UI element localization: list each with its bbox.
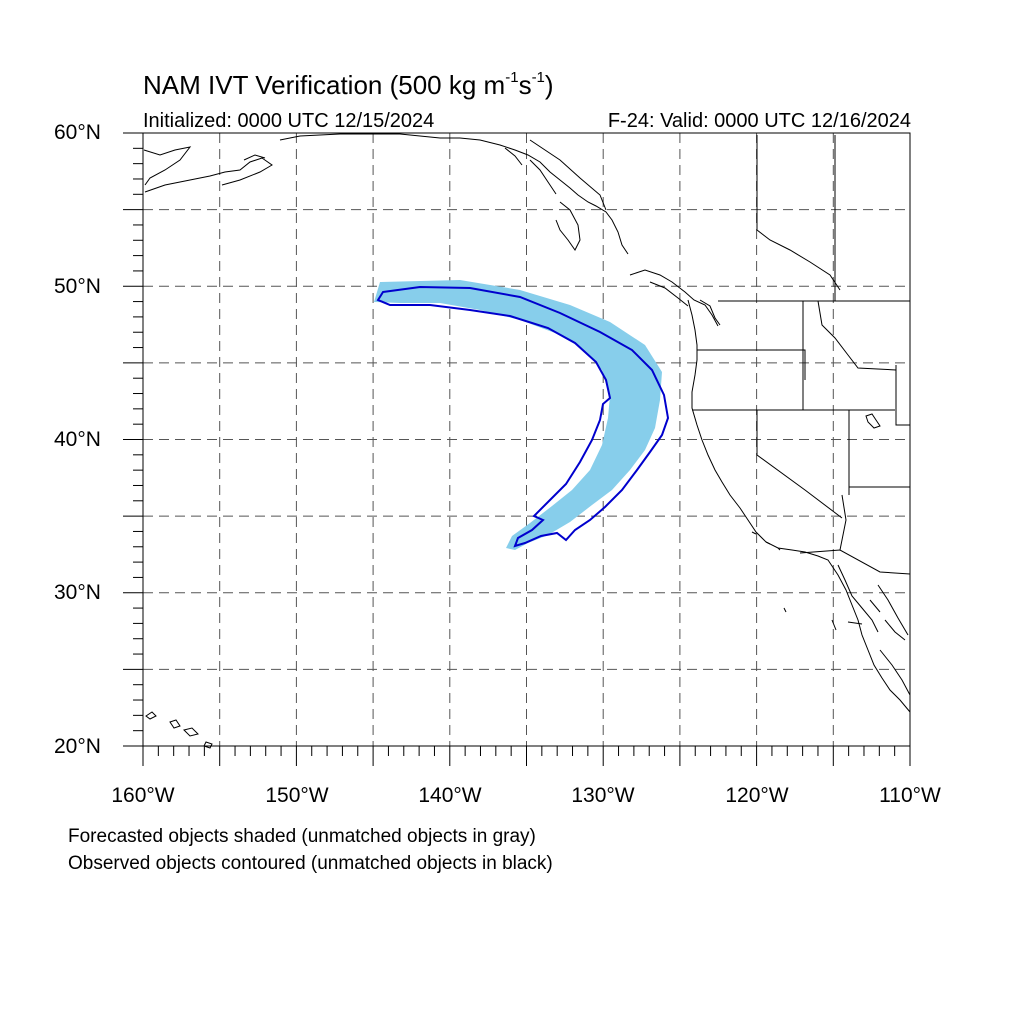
id-mt-border [817, 300, 897, 371]
note-observed: Observed objects contoured (unmatched ob… [68, 853, 553, 874]
title-end: ) [544, 70, 554, 100]
alaska-coastline [143, 133, 629, 255]
lat-label-60n: 60°N [54, 121, 101, 144]
political-boundaries [529, 135, 911, 575]
title-mid: s [518, 70, 532, 100]
lon-label-160w: 160°W [111, 784, 175, 807]
az-ca-border [839, 494, 847, 551]
lat-label-20n: 20°N [54, 735, 101, 758]
mexico-coastline [877, 584, 911, 696]
lat-label-30n: 30°N [54, 581, 101, 604]
title-sup2: -1 [531, 69, 545, 87]
valid-time: F-24: Valid: 0000 UTC 12/16/2024 [607, 110, 911, 132]
wy-border [895, 365, 910, 426]
title-main: NAM IVT Verification (500 kg m [143, 70, 506, 100]
bc-alaska-border [529, 139, 607, 211]
lon-label-120w: 120°W [725, 784, 789, 807]
note-forecast: Forecasted objects shaded (unmatched obj… [68, 826, 536, 847]
channel-islands [751, 531, 787, 613]
forecast-ivt-object [374, 280, 662, 550]
great-salt-lake [865, 413, 881, 429]
lon-label-150w: 150°W [265, 784, 329, 807]
baja-coastline [831, 564, 906, 641]
lat-label-50n: 50°N [54, 275, 101, 298]
lat-label-40n: 40°N [54, 428, 101, 451]
lon-label-130w: 130°W [571, 784, 635, 807]
canada-internal-border [756, 135, 841, 291]
nv-ca-border [756, 410, 843, 519]
coastlines [143, 133, 911, 749]
bc-coastline [629, 269, 721, 327]
hawaii-islands [145, 711, 213, 749]
lon-label-110w: 110°W [879, 784, 941, 807]
us-mexico-border [799, 549, 911, 575]
initialized-time: Initialized: 0000 UTC 12/15/2024 [143, 110, 435, 132]
wa-or-border [697, 349, 806, 380]
lon-label-140w: 140°W [418, 784, 482, 807]
graticule-grid [143, 133, 910, 746]
axis-ticks [123, 132, 911, 766]
us-west-coastline [687, 299, 911, 713]
title-sup1: -1 [505, 69, 519, 87]
observed-ivt-contour [376, 285, 670, 548]
chart-title: NAM IVT Verification (500 kg m-1s-1) [143, 69, 554, 101]
